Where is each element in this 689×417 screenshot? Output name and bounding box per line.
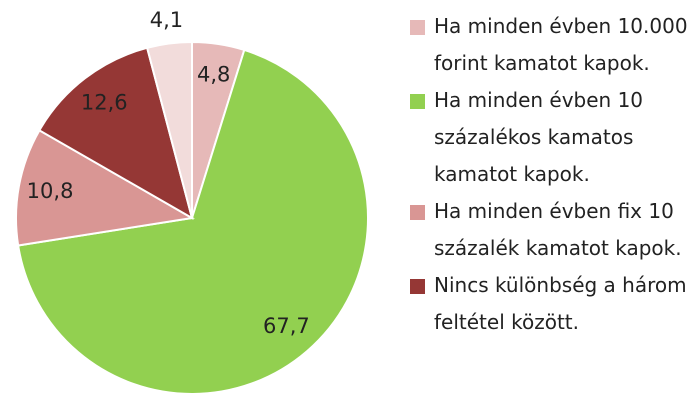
data-label: 10,8 [27, 179, 74, 203]
pie-slice [17, 48, 369, 395]
legend-item: Ha minden évben fix 10 százalék kamatot … [410, 193, 689, 267]
pie-slice [145, 40, 193, 219]
data-label: 4,8 [197, 62, 230, 86]
legend-label: Ha minden évben 10 százalékos kamatos ka… [434, 88, 644, 186]
legend-item: Nincs különbség a három feltétel között. [410, 267, 689, 341]
pie-slice [15, 128, 195, 247]
legend-swatch [410, 20, 425, 35]
legend-item: Ha minden évben 10 százalékos kamatos ka… [410, 82, 689, 193]
legend-label: Nincs különbség a három feltétel között. [434, 273, 687, 334]
legend-item: Ha minden évben 10.000 forint kamatot ka… [410, 8, 689, 82]
data-label: 12,6 [81, 90, 128, 114]
legend-label: Ha minden évben fix 10 százalék kamatot … [434, 199, 682, 260]
legend-swatch [410, 205, 425, 220]
legend-label: Ha minden évben 10.000 forint kamatot ka… [434, 14, 688, 75]
data-label: 4,1 [150, 8, 183, 32]
pie-slice [38, 46, 194, 221]
legend: Ha minden évben 10.000 forint kamatot ka… [410, 8, 689, 341]
legend-swatch [410, 279, 425, 294]
legend-swatch [410, 94, 425, 109]
pie: 4,8 67,7 10,8 12,6 4,1 [15, 8, 369, 395]
data-label: 67,7 [263, 314, 310, 338]
